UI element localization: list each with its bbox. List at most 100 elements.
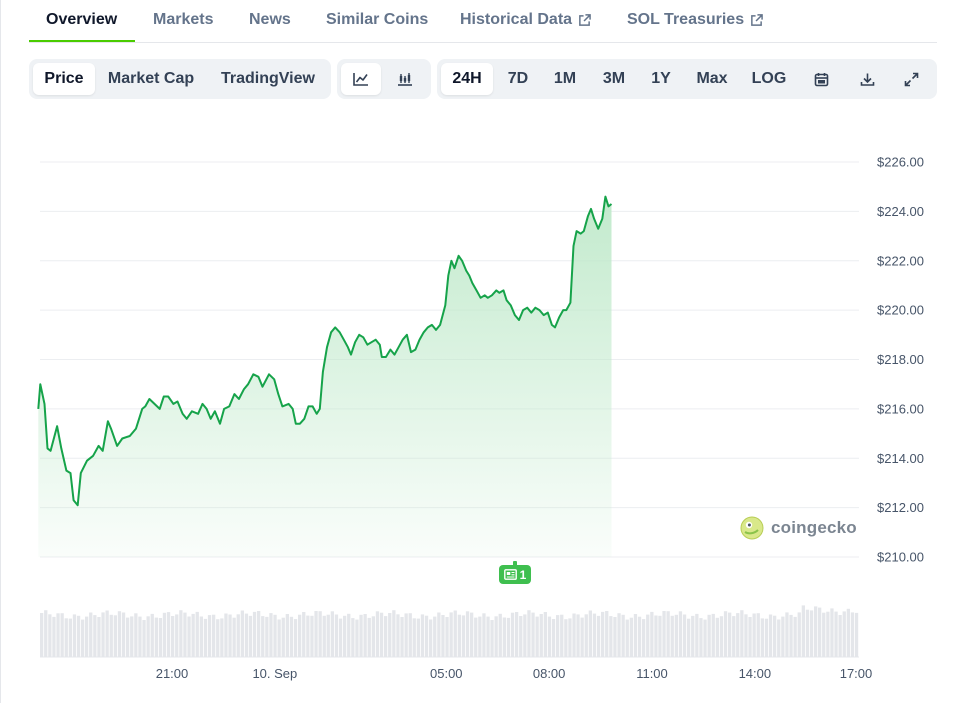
volume-bar — [72, 614, 77, 657]
tab-sol-treasuries[interactable]: SOL Treasuries — [627, 11, 763, 29]
volume-bar — [470, 612, 474, 657]
price-button[interactable]: Price — [33, 63, 95, 95]
download-icon — [860, 73, 874, 86]
y-tick-label: $216.00 — [877, 401, 924, 416]
volume-bar — [64, 618, 68, 657]
range-1m-button[interactable]: 1M — [553, 70, 577, 87]
volume-bar — [818, 607, 822, 657]
volume-bar — [97, 617, 101, 657]
volume-bar — [273, 614, 277, 657]
volume-bar — [756, 613, 760, 657]
tab-markets[interactable]: Markets — [153, 11, 214, 28]
range-1y-button[interactable]: 1Y — [651, 70, 671, 87]
watermark-text: coingecko — [771, 518, 857, 537]
x-axis: 21:00 10. Sep 05:00 08:00 11:00 14:00 17:00 — [156, 666, 873, 681]
volume-bar — [207, 615, 212, 657]
market-cap-button[interactable]: Market Cap — [107, 70, 195, 87]
calendar-button[interactable] — [803, 63, 839, 95]
range-3m-button[interactable]: 3M — [602, 70, 626, 87]
volume-bar — [674, 614, 678, 657]
tradingview-button[interactable]: TradingView — [221, 70, 315, 87]
volume-bar — [105, 610, 109, 657]
volume-bar — [486, 616, 490, 657]
news-count: 1 — [519, 567, 527, 582]
x-tick-label: 21:00 — [156, 666, 189, 681]
volume-bar — [519, 616, 523, 657]
volume-bar — [748, 617, 752, 657]
volume-bar — [109, 614, 113, 657]
volume-bar — [625, 619, 629, 657]
volume-bar — [461, 615, 466, 657]
volume-bar — [441, 615, 445, 657]
expand-button[interactable] — [893, 63, 929, 95]
volume-bar — [138, 616, 142, 657]
volume-bar — [691, 615, 695, 657]
volume-bar — [281, 617, 285, 657]
volume-bar — [224, 613, 228, 657]
volume-bar — [572, 613, 576, 657]
tab-similar-coins[interactable]: Similar Coins — [326, 11, 429, 28]
y-tick-label: $218.00 — [877, 352, 924, 367]
volume-bars — [40, 605, 859, 657]
volume-bar — [642, 619, 646, 657]
tab-overview[interactable]: Overview — [46, 11, 118, 28]
volume-bar — [269, 613, 273, 657]
volume-bar — [338, 618, 343, 657]
candlestick-button[interactable] — [385, 63, 425, 95]
range-24h-button[interactable]: 24H — [441, 63, 493, 95]
range-7d-button[interactable]: 7D — [507, 70, 529, 87]
volume-bar — [68, 618, 72, 657]
volume-bar — [130, 616, 134, 657]
volume-bar — [523, 614, 527, 657]
volume-bar — [621, 614, 625, 657]
volume-bar — [777, 619, 781, 657]
volume-bar — [306, 615, 310, 657]
candlestick-icon — [398, 73, 412, 86]
volume-bar — [179, 610, 183, 657]
volume-bar — [310, 615, 314, 657]
volume-bar — [703, 619, 707, 657]
volume-bar — [605, 611, 609, 657]
tab-news[interactable]: News — [249, 11, 291, 28]
volume-bar — [388, 613, 392, 657]
volume-bar — [351, 618, 355, 657]
volume-bar — [732, 616, 736, 657]
range-max-button[interactable]: Max — [696, 70, 728, 87]
coingecko-watermark: coingecko — [740, 516, 857, 540]
volume-bar — [277, 619, 281, 657]
volume-bar — [662, 611, 666, 657]
volume-bar — [121, 612, 126, 657]
tab-historical-data[interactable]: Historical Data — [460, 11, 591, 29]
volume-bar — [76, 615, 81, 657]
volume-bar — [175, 614, 179, 657]
volume-bar — [846, 608, 850, 657]
download-button[interactable] — [849, 63, 885, 95]
log-scale-button[interactable]: LOG — [751, 70, 787, 87]
volume-bar — [285, 614, 289, 657]
volume-bar — [412, 618, 416, 657]
volume-bar — [429, 619, 433, 657]
volume-bar — [191, 613, 195, 657]
volume-bar — [60, 613, 64, 657]
volume-bar — [822, 612, 826, 657]
volume-bar — [52, 616, 56, 657]
volume-bar — [515, 612, 519, 657]
volume-bar — [826, 611, 830, 657]
volume-bar — [375, 611, 380, 657]
volume-bar — [171, 616, 175, 657]
volume-bar — [560, 614, 564, 657]
x-tick-label: 10. Sep — [252, 666, 297, 681]
volume-bar — [682, 614, 687, 657]
tab-sol-treasuries-label: SOL Treasuries — [627, 11, 745, 28]
line-chart-button[interactable] — [341, 63, 381, 95]
volume-bar — [248, 615, 253, 657]
volume-bar — [568, 618, 572, 657]
volume-bar — [474, 617, 478, 657]
volume-bar — [400, 617, 404, 657]
news-marker[interactable]: 1 — [499, 565, 531, 584]
volume-bar — [580, 617, 584, 657]
y-tick-label: $214.00 — [877, 451, 924, 466]
volume-bar — [199, 616, 203, 657]
volume-bar — [162, 612, 167, 657]
